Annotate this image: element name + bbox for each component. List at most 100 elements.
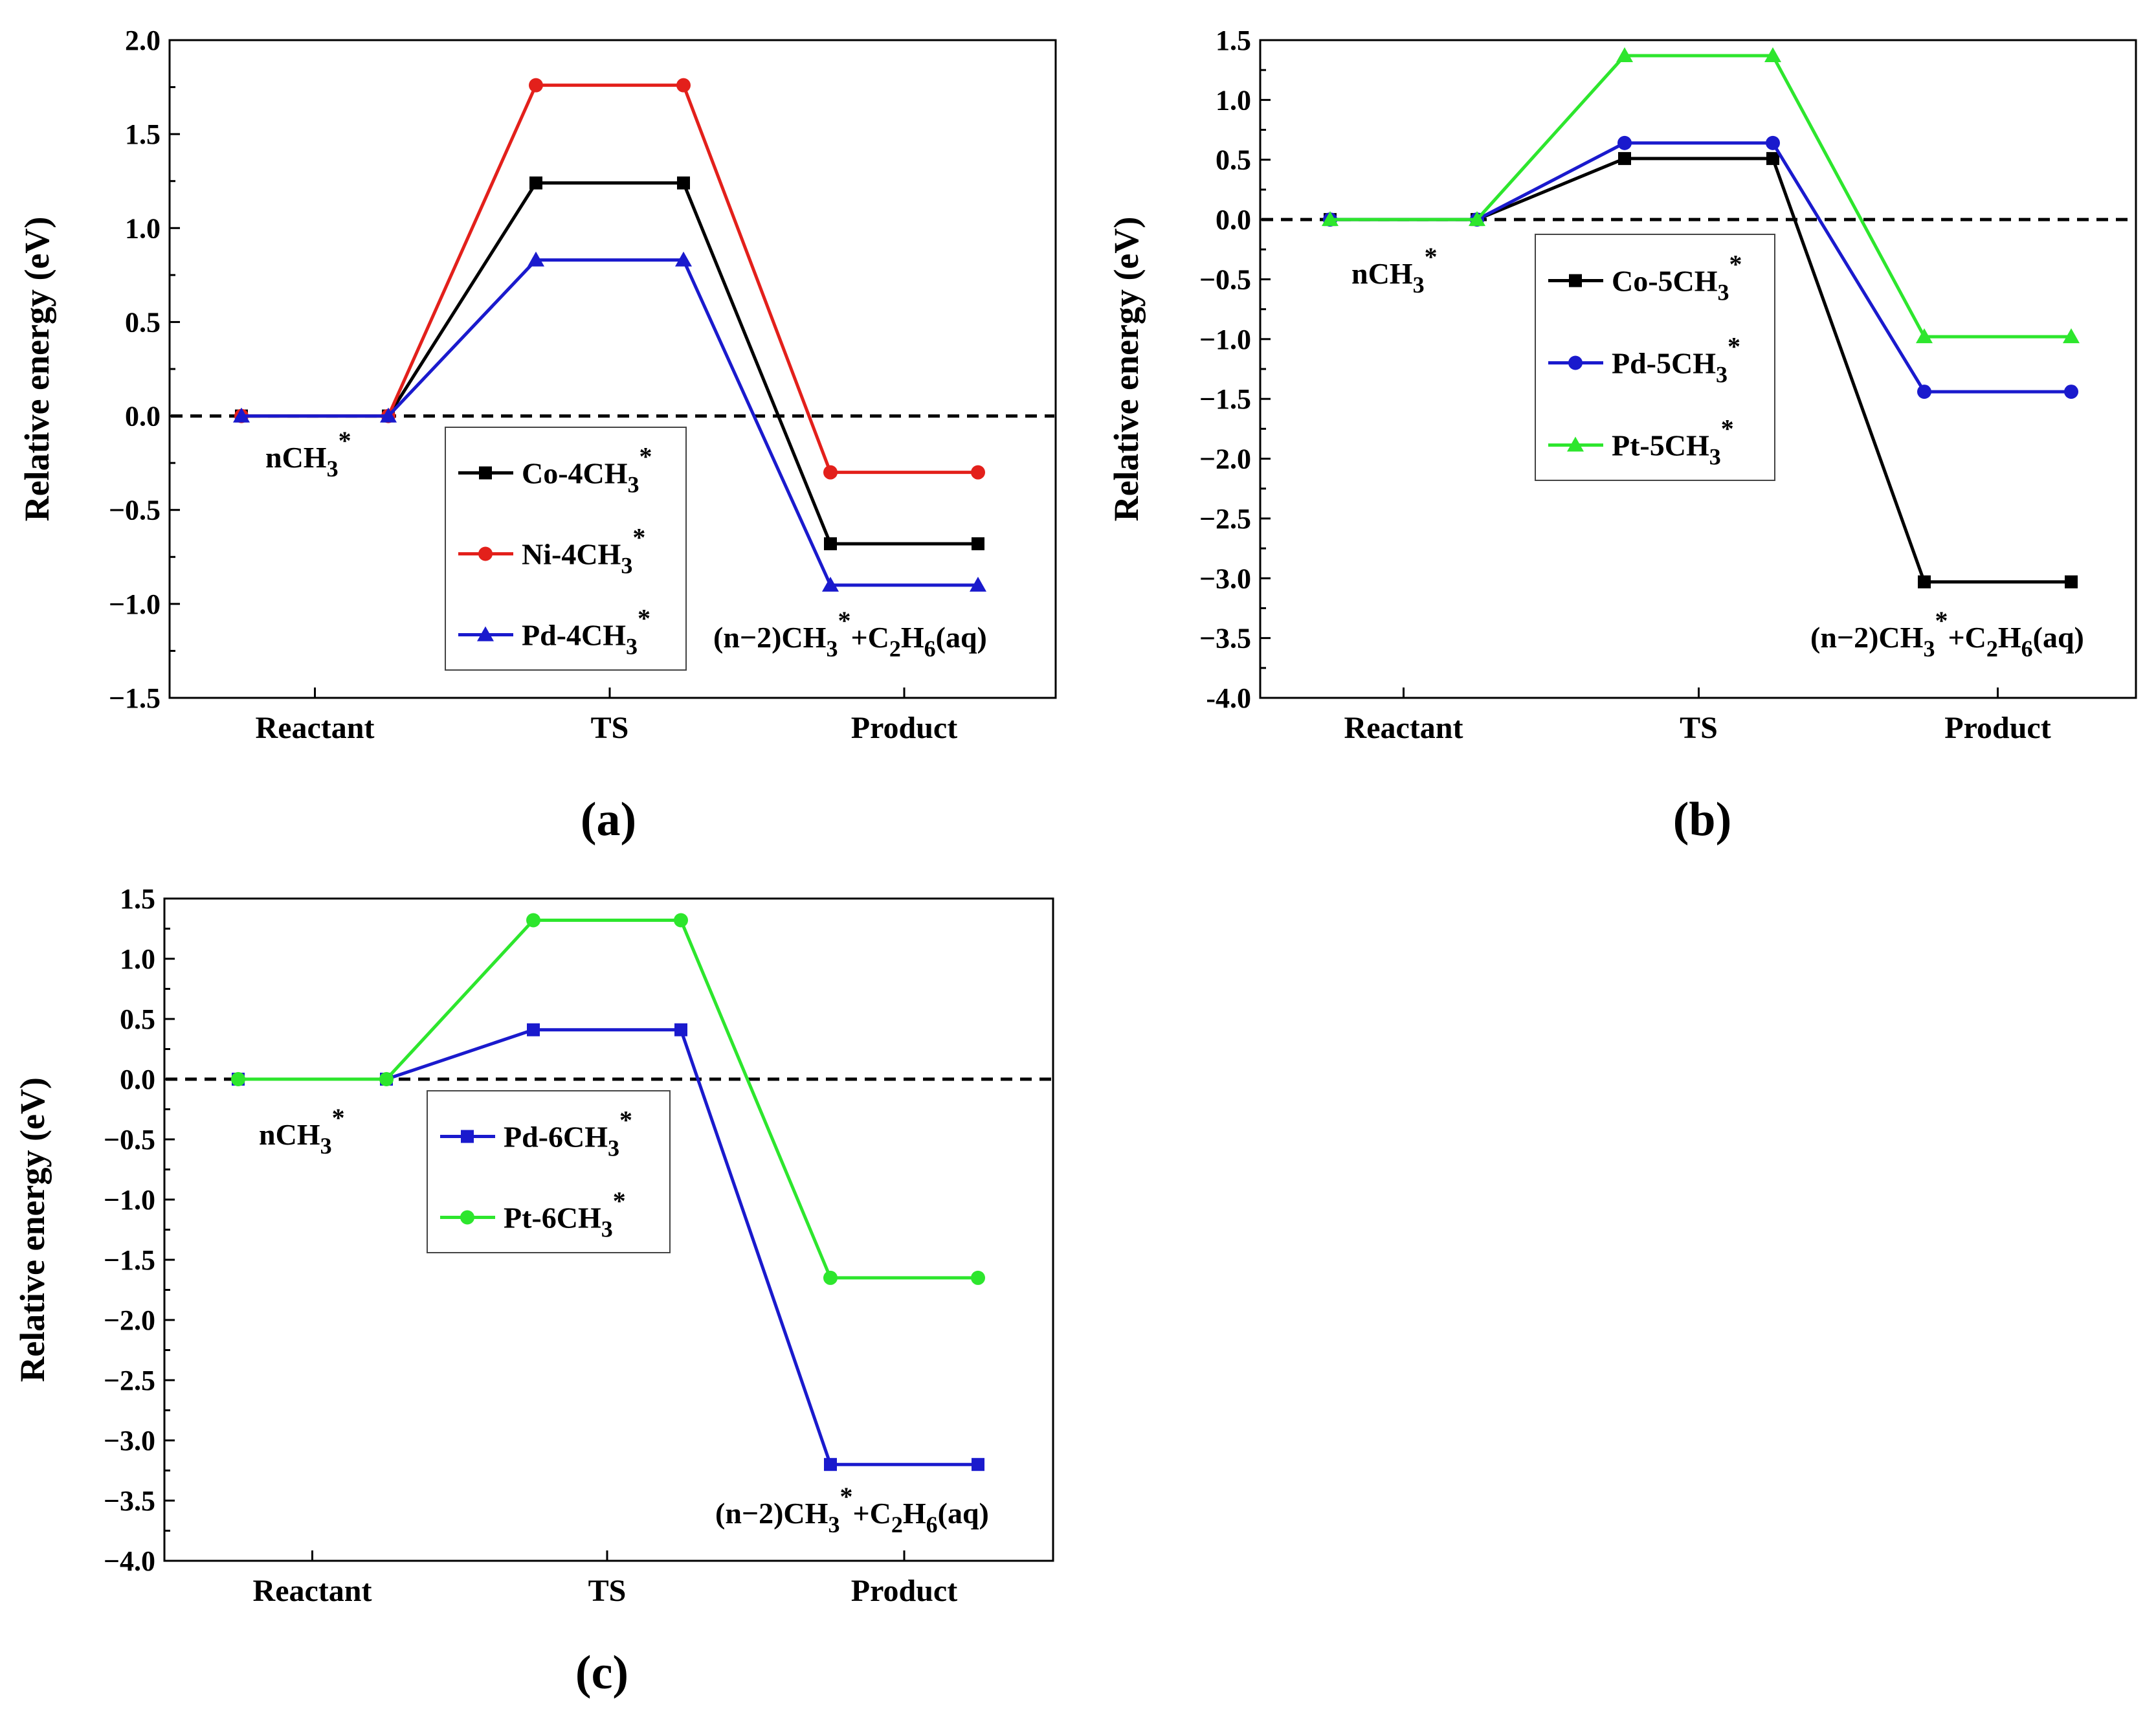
panel-label: (c) — [575, 1646, 628, 1699]
panel-label: (a) — [581, 793, 636, 846]
annot-text: (aq) — [936, 621, 987, 654]
legend-sub: 3 — [608, 1135, 619, 1161]
x-category-label: Reactant — [1344, 711, 1463, 745]
y-tick-label: −1.5 — [104, 1244, 155, 1276]
legend-label: Pt-6CH3* — [504, 1187, 626, 1242]
annot-text: nCH — [265, 441, 327, 474]
data-point-pd-5ch — [1917, 385, 1931, 399]
data-point-pt-6ch — [674, 913, 688, 928]
annot-sup: * — [332, 1103, 345, 1132]
data-point-pd-4ch — [380, 407, 397, 423]
annot-sub: 2 — [1986, 636, 1998, 662]
data-point-pd-4ch — [675, 251, 692, 267]
legend-sub: 3 — [1709, 444, 1721, 470]
data-point-pd-5ch — [2064, 385, 2078, 399]
legend-sup: * — [638, 604, 650, 633]
reactant-annotation: nCH3* — [259, 1103, 345, 1159]
legend-label: Co-5CH3* — [1612, 250, 1742, 306]
annot-text: +C — [1948, 621, 1986, 654]
data-point-ni-4ch — [529, 78, 543, 93]
data-point-pt-5ch — [1616, 47, 1633, 63]
y-tick-label: −0.5 — [109, 495, 161, 526]
y-axis-title: Relative energy (eV) — [1107, 217, 1146, 522]
legend-label: Ni-4CH3* — [522, 523, 645, 579]
y-tick-label: −2.5 — [1199, 503, 1251, 535]
annot-text: +C — [852, 1497, 891, 1530]
legend-marker — [479, 466, 492, 480]
data-point-pt-5ch — [1764, 47, 1781, 63]
x-category-label: Product — [851, 1574, 957, 1608]
legend-marker — [1568, 355, 1583, 370]
legend-name: Co-4CH — [522, 457, 628, 490]
data-point-pd-5ch — [1766, 135, 1780, 150]
y-tick-label: 1.5 — [120, 883, 155, 915]
data-point-pt-5ch — [1916, 328, 1933, 344]
data-point-ni-4ch — [971, 465, 985, 480]
series-line-pt-6ch — [238, 918, 978, 1280]
data-point-co-5ch — [1618, 151, 1631, 165]
data-point-pd-6ch — [527, 1023, 540, 1036]
series-line-ni-4ch — [241, 84, 978, 475]
legend-sup: * — [639, 442, 652, 471]
product-annotation: (n−2)CH3*+C2H6(aq) — [1810, 606, 2084, 662]
annot-sup: * — [1425, 242, 1438, 271]
panel-a: −1.5 −1.0 −0.5 0.0 0.5 1.0 1.5 2.0 Reactant TS Pro… — [17, 25, 1057, 846]
data-point-pd-4ch — [233, 407, 250, 423]
legend-label: Pt-5CH3* — [1612, 414, 1734, 470]
y-tick-label: −1.0 — [109, 588, 161, 620]
annot-text: +C — [850, 621, 889, 654]
annot-text: nCH — [1351, 257, 1413, 290]
y-tick-label: 1.0 — [125, 212, 161, 244]
y-tick-label: 1.0 — [1216, 84, 1251, 116]
legend-label: Pd-4CH3* — [522, 604, 650, 660]
legend: Co-4CH3*Ni-4CH3*Pd-4CH3* — [445, 427, 687, 671]
legend-box — [427, 1090, 671, 1253]
y-tick-label: 0.5 — [125, 306, 161, 338]
x-category-label: Product — [851, 711, 957, 745]
y-tick-label: 0.0 — [125, 401, 161, 432]
annot-text: (n−2)CH — [713, 621, 827, 654]
legend-sup: * — [1729, 250, 1742, 279]
legend-name: Co-5CH — [1612, 265, 1718, 298]
data-point-ni-4ch — [676, 78, 691, 93]
annot-text: H — [1998, 621, 2021, 654]
y-tick-label: −4.0 — [104, 1545, 155, 1577]
legend-sub: 3 — [626, 634, 638, 660]
legend-marker — [460, 1210, 474, 1225]
y-tick-label: 1.5 — [125, 118, 161, 150]
data-point-co-4ch — [824, 537, 837, 550]
annot-text: (aq) — [2033, 621, 2084, 654]
data-point-pd-4ch — [970, 576, 986, 592]
legend-sub: 3 — [621, 553, 632, 579]
x-category-label: TS — [588, 1574, 627, 1608]
data-point-pd-5ch — [1617, 135, 1632, 150]
reactant-annotation: nCH3* — [265, 426, 351, 482]
legend-name: Pd-4CH — [522, 619, 626, 652]
annot-text: (n−2)CH — [1810, 621, 1924, 654]
reactant-annotation: nCH3* — [1351, 242, 1438, 298]
legend-sub: 3 — [601, 1216, 613, 1242]
annot-text: nCH — [259, 1118, 320, 1151]
data-point-co-5ch — [1918, 575, 1931, 588]
y-tick-label: −3.5 — [1199, 623, 1251, 654]
x-category-label: Reactant — [253, 1574, 372, 1608]
legend-label: Pd-5CH3* — [1612, 332, 1740, 388]
y-tick-label: −2.5 — [104, 1365, 155, 1396]
data-point-pt-6ch — [971, 1270, 985, 1285]
legend-name: Pt-6CH — [504, 1202, 601, 1235]
annot-sub: 2 — [889, 636, 901, 662]
legend-marker — [1567, 436, 1584, 452]
annot-sub: 6 — [926, 1512, 938, 1538]
y-tick-label: 1.5 — [1216, 25, 1251, 56]
product-annotation: (n−2)CH3*+C2H6(aq) — [713, 606, 987, 662]
panel-b: -4.0 −3.5 −3.0 −2.5 −2.0 −1.5 −1.0 −0.5 0.0 0.5 1.… — [1107, 25, 2137, 846]
legend-label: Co-4CH3* — [522, 442, 652, 498]
y-tick-label: −3.0 — [1199, 563, 1251, 594]
annot-sub: 3 — [826, 636, 838, 662]
y-tick-label: 0.0 — [120, 1064, 155, 1095]
data-point-pt-5ch — [1322, 211, 1339, 227]
annot-text: H — [903, 1497, 926, 1530]
annot-sub: 3 — [327, 456, 339, 482]
